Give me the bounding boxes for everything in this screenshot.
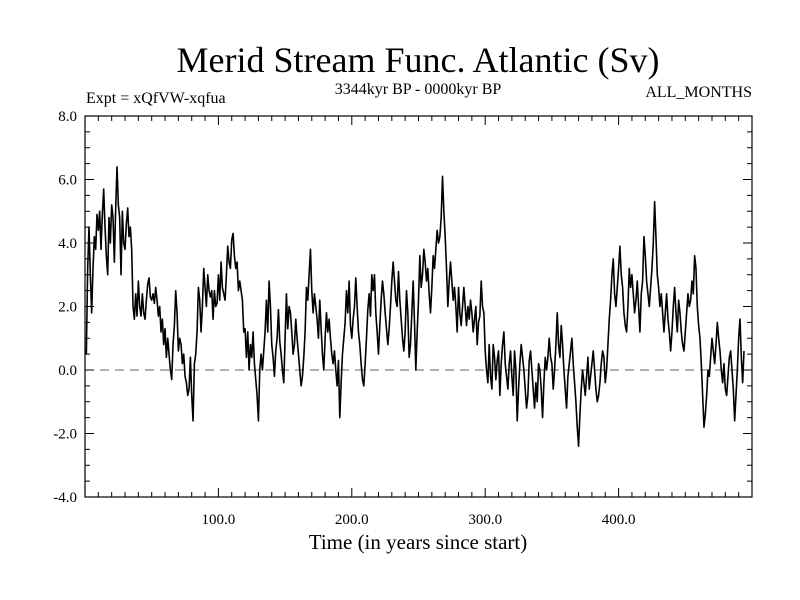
x-tick-label: 100.0 bbox=[202, 512, 236, 528]
x-axis: 100.0 200.0 300.0 400.0 bbox=[97, 116, 740, 528]
x-tick-label: 200.0 bbox=[335, 512, 369, 528]
y-tick-label: 2.0 bbox=[58, 300, 77, 316]
x-axis-label: Time (in years since start) bbox=[309, 530, 528, 554]
x-tick-label: 300.0 bbox=[468, 512, 502, 528]
series-line bbox=[85, 166, 745, 447]
experiment-label: Expt = xQfVW-xqfua bbox=[86, 90, 226, 107]
plot-frame bbox=[84, 115, 753, 498]
y-tick-label: 4.0 bbox=[58, 236, 77, 252]
y-tick-label: 0.0 bbox=[58, 363, 77, 379]
y-tick-label: 8.0 bbox=[58, 109, 77, 125]
months-label: ALL_MONTHS bbox=[645, 84, 752, 101]
y-tick-label: -2.0 bbox=[53, 427, 77, 443]
x-tick-label: 400.0 bbox=[602, 512, 636, 528]
time-range-label: 3344kyr BP - 0000kyr BP bbox=[335, 81, 502, 98]
y-axis: -4.0 -2.0 0.0 2.0 4.0 6.0 8.0 bbox=[53, 109, 752, 506]
chart-title: Merid Stream Func. Atlantic (Sv) bbox=[177, 40, 660, 80]
y-tick-label: -4.0 bbox=[53, 490, 77, 506]
y-tick-label: 6.0 bbox=[58, 173, 77, 189]
